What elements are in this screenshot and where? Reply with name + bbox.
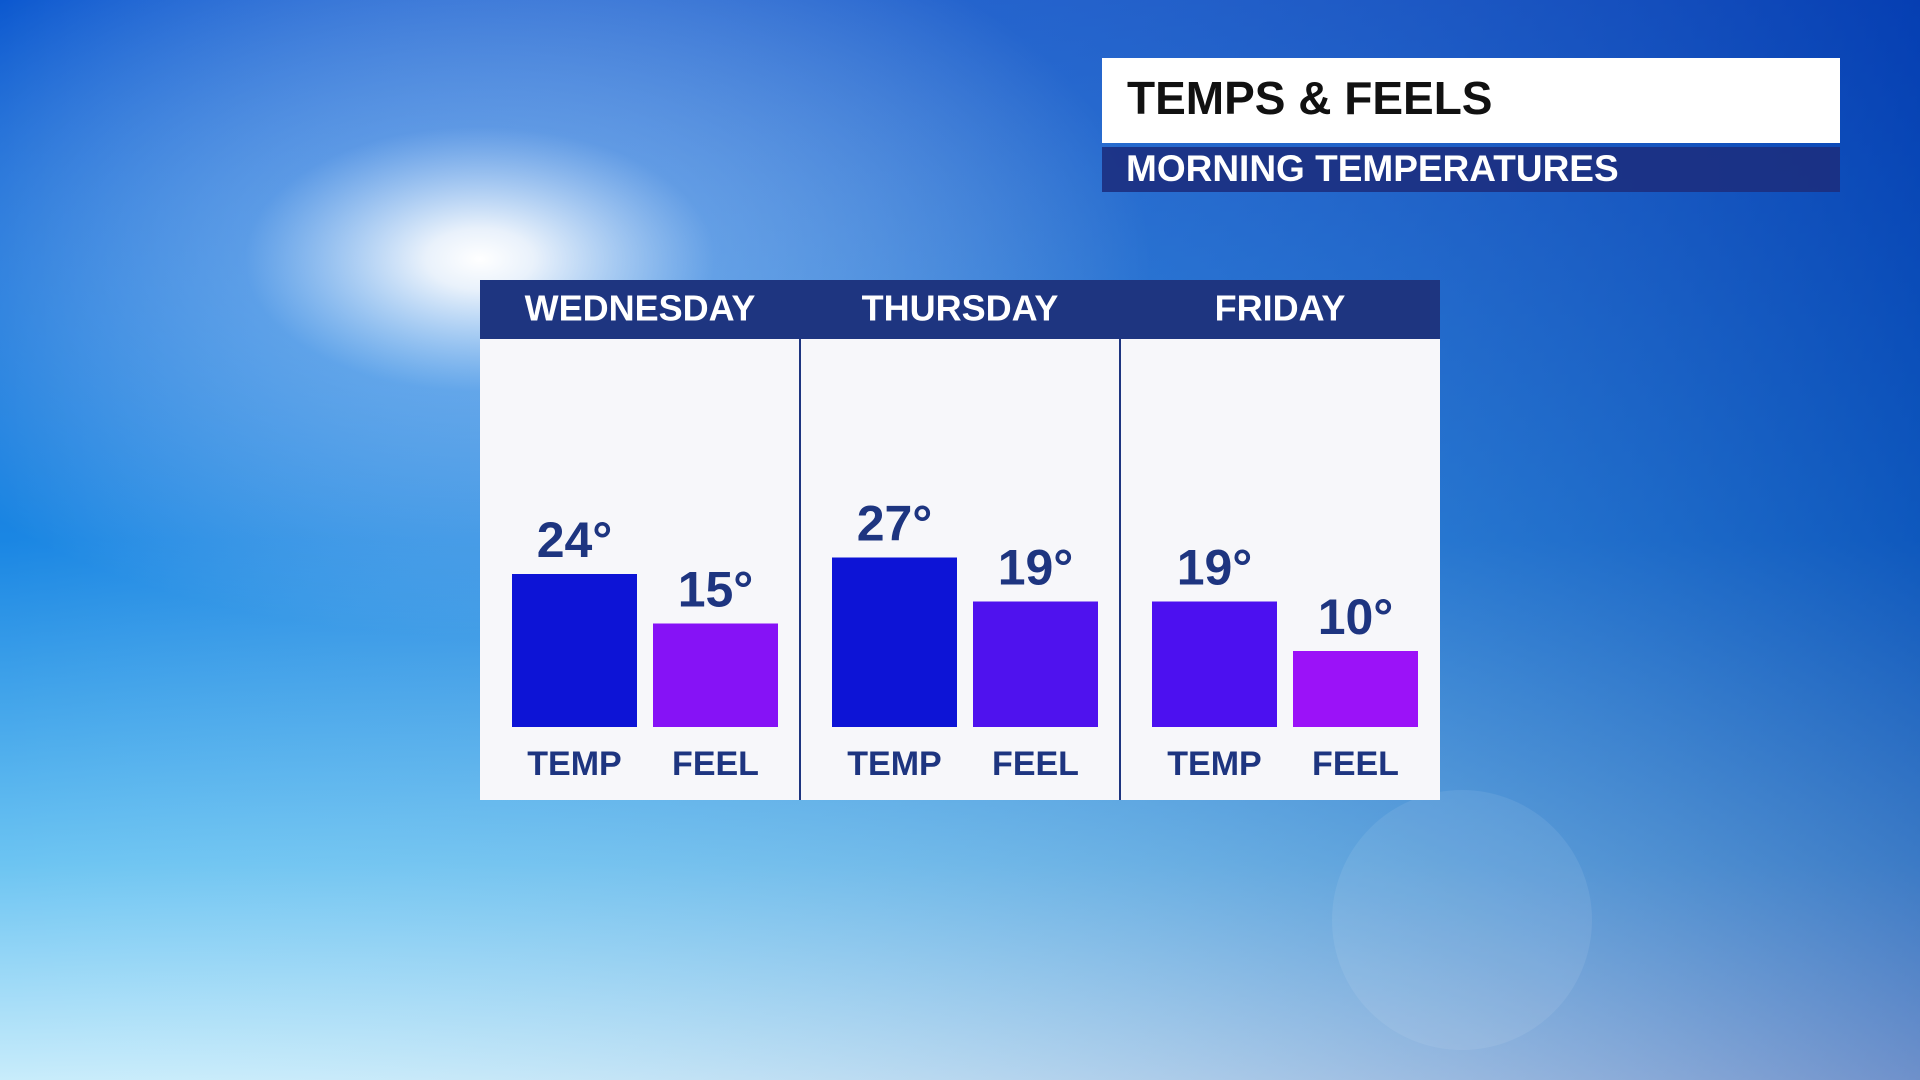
value-label: 10° — [1318, 589, 1394, 645]
title-box — [1102, 58, 1840, 143]
value-label: 27° — [857, 496, 933, 552]
panel — [480, 339, 1440, 800]
value-label: 19° — [998, 540, 1074, 596]
bar — [973, 601, 1098, 727]
day-label: WEDNESDAY — [525, 288, 756, 329]
category-label: TEMP — [1167, 745, 1261, 783]
chart-subtitle: MORNING TEMPERATURES — [1126, 148, 1619, 189]
category-label: TEMP — [847, 745, 941, 783]
value-label: 24° — [537, 512, 613, 568]
bar — [832, 557, 957, 727]
bar — [1152, 601, 1277, 727]
bar — [1293, 651, 1418, 727]
day-label: THURSDAY — [862, 288, 1059, 329]
category-label: TEMP — [527, 745, 621, 783]
value-label: 19° — [1177, 540, 1253, 596]
bar — [512, 574, 637, 727]
panel-header — [480, 280, 1440, 339]
chart-title: TEMPS & FEELS — [1127, 72, 1492, 124]
subtitle-box — [1102, 147, 1840, 192]
category-label: FEEL — [672, 745, 759, 783]
bar — [653, 623, 778, 727]
category-label: FEEL — [1312, 745, 1399, 783]
category-label: FEEL — [992, 745, 1079, 783]
value-label: 15° — [678, 562, 754, 618]
day-label: FRIDAY — [1215, 288, 1346, 329]
lens-flare — [1332, 790, 1592, 1050]
